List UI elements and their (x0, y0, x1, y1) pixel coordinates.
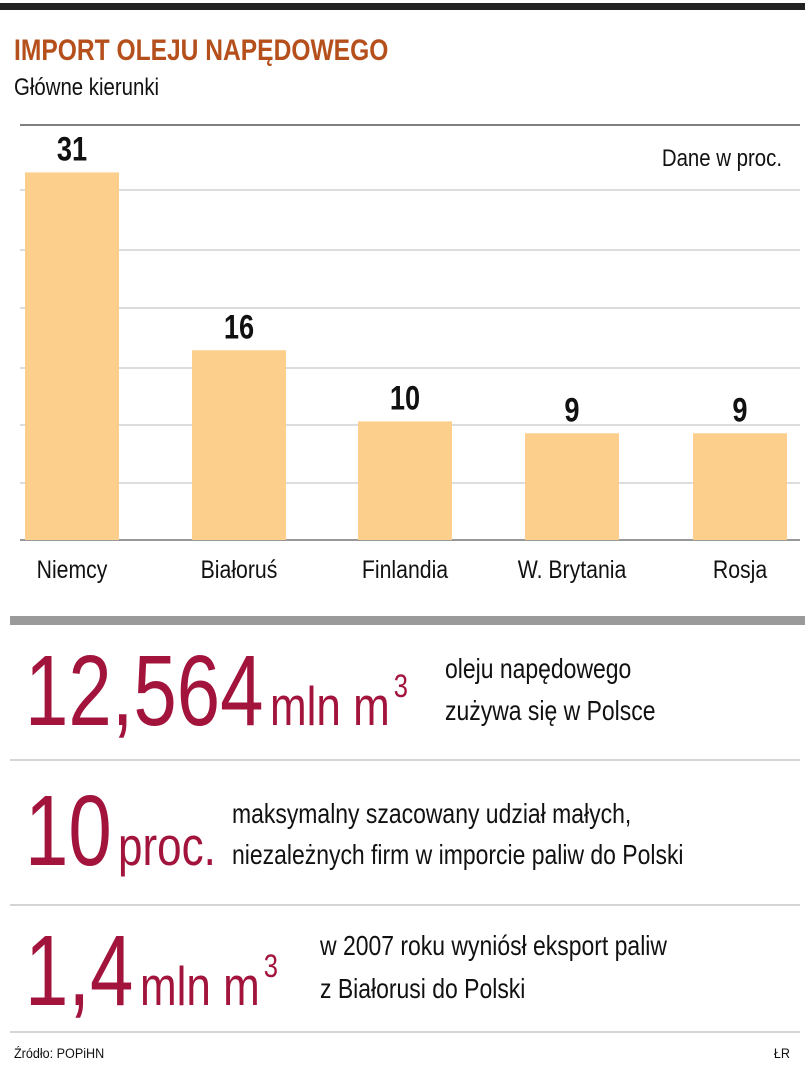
stat-text: oleju napędowego (445, 654, 631, 685)
value-label: 10 (390, 379, 420, 418)
value-label: 9 (732, 390, 747, 429)
chart-title: IMPORT OLEJU NAPĘDOWEGO (14, 33, 388, 67)
value-label: 31 (57, 130, 87, 169)
stat-text: z Białorusi do Polski (320, 974, 525, 1005)
top-bar (0, 3, 805, 10)
stat-number: 12,564 (25, 636, 264, 748)
stat-unit: proc. (118, 815, 216, 877)
separator (10, 616, 805, 625)
bar (693, 433, 787, 540)
source: Źródło: POPiHN (14, 1045, 104, 1061)
value-label: 16 (224, 307, 254, 346)
x-tick-label: Finlandia (362, 555, 448, 583)
stat-unit-sup: 3 (394, 669, 408, 704)
credit: ŁR (774, 1045, 790, 1061)
bar (25, 172, 119, 540)
stat-text: zużywa się w Polsce (445, 696, 655, 727)
stat-text: maksymalny szacowany udział małych, (232, 799, 631, 830)
stat-unit: mln m (140, 955, 260, 1017)
stat-unit-sup: 3 (264, 949, 278, 984)
x-tick-label: Białoruś (201, 555, 278, 583)
value-label: 9 (564, 390, 579, 429)
stat-text: niezależnych firm w imporcie paliw do Po… (232, 840, 684, 871)
stat-unit: mln m (270, 675, 390, 737)
x-tick-label: Rosja (713, 555, 767, 583)
stat-text: w 2007 roku wyniósł eksport paliw (319, 931, 667, 962)
note: Dane w proc. (662, 144, 782, 171)
bar (358, 421, 452, 540)
bar (525, 433, 619, 540)
chart-subtitle: Główne kierunki (14, 73, 159, 100)
x-tick-label: W. Brytania (518, 555, 627, 583)
stat-number: 1,4 (25, 916, 133, 1028)
stat-number: 10 (25, 776, 112, 888)
x-tick-label: Niemcy (37, 555, 108, 583)
bar (192, 350, 286, 540)
